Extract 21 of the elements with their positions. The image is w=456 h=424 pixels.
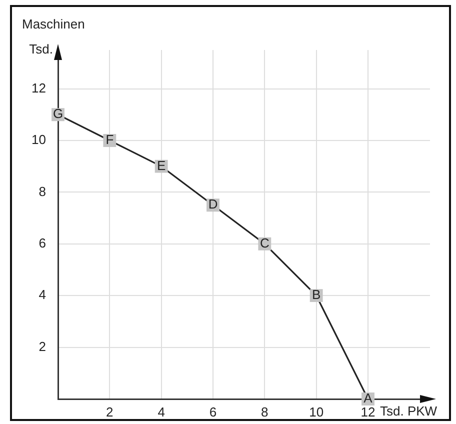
x-tick-label: 8 bbox=[261, 404, 268, 420]
y-tick-label: 4 bbox=[38, 287, 46, 302]
x-axis-title: Tsd. PKW bbox=[380, 404, 438, 419]
annotation: G bbox=[52, 106, 64, 122]
x-tick-label: 6 bbox=[209, 404, 217, 420]
y-tick-label: 8 bbox=[38, 184, 46, 199]
x-tick-label: 4 bbox=[158, 404, 165, 420]
x-tick-label: 2 bbox=[106, 404, 114, 420]
annotation: E bbox=[156, 158, 166, 173]
y-tick-label: 6 bbox=[38, 235, 46, 250]
annotation: D bbox=[208, 196, 218, 212]
annotation: B bbox=[312, 287, 321, 302]
y-tick-label: 10 bbox=[32, 132, 46, 148]
annotation: A bbox=[364, 390, 373, 406]
y-tick-label: 12 bbox=[32, 80, 46, 96]
y-axis-title: Maschinen Tsd. bbox=[22, 16, 85, 57]
x-tick-label: 10 bbox=[309, 404, 324, 420]
annotation: F bbox=[106, 132, 114, 148]
y-tick-label: 2 bbox=[38, 338, 46, 354]
annotation: C bbox=[260, 235, 270, 250]
x-tick-label: 12 bbox=[360, 404, 376, 420]
